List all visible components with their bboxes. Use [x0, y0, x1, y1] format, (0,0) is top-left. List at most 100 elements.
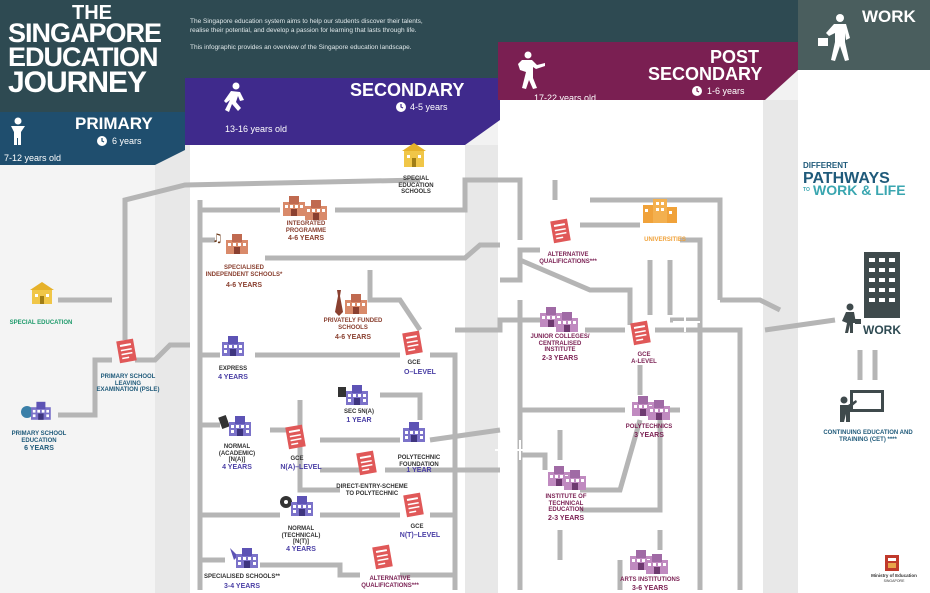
secondary-runner-icon	[224, 82, 244, 112]
gce-na-level: N(A)–LEVEL	[280, 464, 322, 471]
title-the: THE	[72, 2, 112, 24]
primary-stage-name: PRIMARY	[75, 114, 153, 133]
special-education-house-icon	[30, 282, 54, 304]
pathways-line2: PATHWAYS	[803, 170, 890, 187]
alt-quals-top-label: ALTERNATIVE QUALIFICATIONS***	[539, 252, 597, 265]
psle-label: PRIMARY SCHOOL LEAVING EXAMINATION (PSLE…	[96, 374, 160, 394]
specialised-schools-label: SPECIALISED SCHOOLS**	[204, 574, 281, 580]
cet-label: CONTINUING EDUCATION AND TRAINING (CET) …	[823, 430, 913, 443]
normal-technical-years: 4 YEARS	[286, 546, 316, 553]
normal-academic-icon	[218, 414, 251, 436]
gce-na-level-exam-icon	[285, 424, 306, 450]
title-journey: JOURNEY	[8, 66, 147, 99]
pathways-line3: WORK & LIFE	[813, 182, 906, 198]
intro-line3: This infographic provides an overview of…	[190, 44, 412, 51]
primary-school-years: 6 YEARS	[24, 445, 54, 452]
specialised-independent-years: 4-6 YEARS	[225, 282, 263, 289]
sec5-years: 1 YEAR	[346, 417, 372, 424]
alt-quals-top-exam-icon	[550, 218, 571, 244]
gce-o-level: O–LEVEL	[404, 369, 436, 376]
special-ed-schools-label: SPECIAL EDUCATION SCHOOLS	[398, 176, 434, 196]
gce-o-label: GCE	[407, 360, 421, 366]
post-secondary-age: 17-22 years old	[534, 93, 597, 103]
presenter-icon	[840, 390, 884, 422]
primary-age: 7-12 years old	[4, 153, 62, 163]
pathways-to: TO	[803, 187, 810, 193]
arts-institutions-label: ARTS INSTITUTIONS	[620, 577, 680, 583]
universities-label: UNIVERSITIES	[644, 237, 686, 243]
post-secondary-climber-icon	[518, 51, 545, 89]
moe-country: SINGAPORE	[883, 579, 905, 583]
privately-funded-icon	[335, 290, 367, 316]
primary-child-icon	[11, 117, 25, 145]
psle-exam-icon	[116, 338, 137, 364]
post-secondary-duration: 1-6 years	[707, 86, 745, 96]
clock-icon-primary	[97, 136, 107, 146]
normal-academic-label: NORMAL (ACADEMIC) [N(A)]	[218, 444, 256, 464]
specialised-schools-icon	[230, 548, 258, 568]
normal-technical-icon	[280, 496, 313, 516]
title-education: EDUCATION	[8, 42, 158, 72]
primary-column	[0, 160, 155, 593]
work-stage-name: WORK	[862, 7, 916, 26]
clock-icon-secondary	[396, 102, 406, 112]
special-education-schools-icon	[402, 143, 426, 167]
intro-banner	[185, 0, 798, 78]
secondary-age: 13-16 years old	[225, 124, 288, 134]
office-building-icon	[864, 252, 900, 318]
worker-icon	[842, 303, 861, 333]
primary-school-label: PRIMARY SCHOOL EDUCATION	[11, 431, 67, 444]
arts-institutions-years: 3-6 YEARS	[631, 585, 669, 592]
work-column	[798, 70, 930, 593]
post-secondary-banner	[498, 42, 798, 100]
polytechnics-label: POLYTECHNICS	[625, 424, 673, 430]
work-briefcase-icon	[818, 14, 850, 61]
secondary-duration: 4-5 years	[410, 102, 448, 112]
gce-nt-label: GCE	[410, 524, 424, 530]
intro-line2: realise their potential, and develop a p…	[190, 27, 417, 34]
normal-technical-label: NORMAL (TECHNICAL) [N(T)]	[281, 526, 321, 546]
moe-label: Ministry of Education	[871, 573, 917, 578]
gce-a-level: A-LEVEL	[631, 359, 657, 365]
express-label: EXPRESS	[218, 366, 248, 372]
polytechnic-foundation-icon	[403, 422, 425, 442]
specialised-schools-years: 3-4 YEARS	[223, 583, 261, 590]
integrated-programme-icon-2	[305, 200, 327, 220]
integrated-programme-years: 4-6 YEARS	[287, 235, 325, 242]
sec5-label: SEC 5N(A)	[343, 409, 374, 415]
gce-a-level-exam-icon	[630, 320, 651, 346]
gce-nt-level: N(T)–LEVEL	[399, 532, 441, 539]
title-banner	[0, 0, 185, 112]
polytechnics-years: 3 YEARS	[634, 432, 664, 439]
junior-colleges-years: 2-3 YEARS	[541, 355, 579, 362]
secondary-content	[190, 145, 465, 593]
dsp-exam-icon	[356, 450, 377, 476]
gce-o-level-exam-icon	[402, 330, 423, 356]
specialised-independent-icon: ♫	[212, 231, 248, 254]
secondary-stage-name: SECONDARY	[350, 80, 465, 100]
alt-quals-bottom-label: ALTERNATIVE QUALIFICATIONS***	[361, 576, 419, 589]
pathways-line1: DIFFERENT	[803, 161, 848, 170]
poly-foundation-years: 1 YEAR	[406, 467, 432, 474]
privately-funded-label: PRIVATELY FUNDED SCHOOLS	[323, 318, 383, 331]
ite-label: INSTITUTE OF TECHNICAL EDUCATION	[545, 494, 587, 514]
clock-icon-post-secondary	[692, 86, 702, 96]
work-label: WORK	[863, 323, 901, 337]
title-singapore: SINGAPORE	[8, 18, 162, 48]
express-school-icon	[222, 336, 244, 356]
gce-na-label: GCE	[290, 456, 304, 462]
intro-line1: The Singapore education system aims to h…	[190, 18, 423, 25]
privately-funded-years: 4-6 YEARS	[334, 334, 372, 341]
alt-quals-bottom-exam-icon	[372, 544, 393, 570]
sec5-school-icon	[338, 385, 368, 405]
work-banner	[798, 0, 930, 70]
primary-school-icon	[21, 401, 51, 420]
gce-a-label: GCE	[637, 352, 651, 358]
normal-academic-years: 4 YEARS	[222, 464, 252, 471]
universities-icon	[643, 199, 677, 223]
poly-foundation-label: POLYTECHNIC FOUNDATION	[397, 455, 441, 468]
post-secondary-name2: SECONDARY	[648, 64, 763, 84]
